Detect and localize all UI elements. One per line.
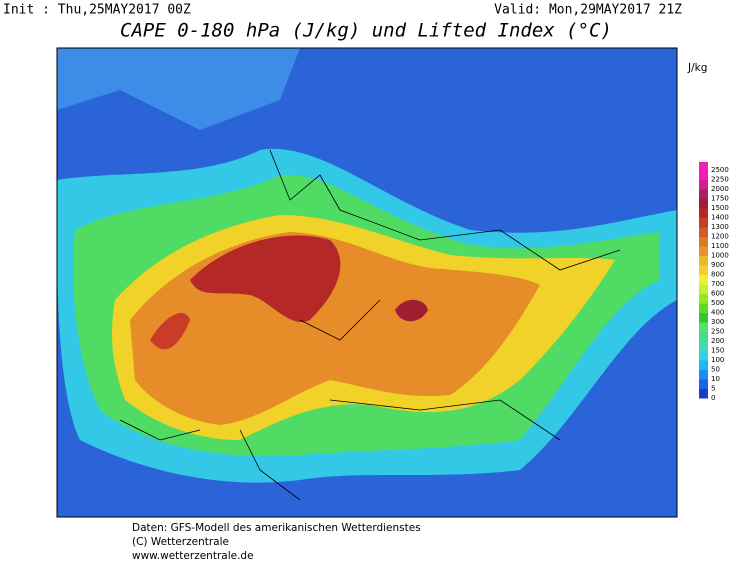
field-region: [395, 299, 428, 322]
colorbar-swatch: [699, 246, 708, 256]
colorbar-swatch: [699, 208, 708, 218]
colorbar-swatch: [699, 284, 708, 294]
colorbar-swatch: [699, 322, 708, 332]
colorbar-swatch: [699, 236, 708, 247]
field-region: [57, 48, 300, 130]
colorbar-label: 2250: [711, 176, 729, 184]
colorbar-label: 2500: [711, 166, 729, 174]
colorbar: 0510501001502002503004005006007008009001…: [699, 162, 729, 402]
map-area: [56, 47, 678, 518]
valid-time: Valid: Mon,29MAY2017 21Z: [494, 3, 682, 18]
colorbar-label: 1500: [711, 204, 729, 212]
colorbar-label: 50: [711, 366, 720, 374]
colorbar-swatch: [699, 369, 708, 380]
colorbar-label: 600: [711, 290, 724, 298]
colorbar-swatch: [699, 388, 708, 399]
colorbar-label: 1400: [711, 214, 729, 222]
colorbar-label: 5: [711, 385, 715, 393]
borders: [119, 149, 621, 501]
colorbar-swatch: [699, 350, 708, 361]
colorbar-swatch: [699, 379, 708, 389]
colorbar-swatch: [699, 255, 708, 266]
colorbar-label: 0: [711, 394, 715, 402]
colorbar-label: 700: [711, 280, 724, 288]
colorbar-swatch: [699, 312, 708, 323]
field-region: [190, 235, 341, 323]
colorbar-label: 100: [711, 356, 724, 364]
colorbar-label: 10: [711, 375, 720, 383]
colorbar-swatch: [699, 189, 708, 199]
colorbar-swatch: [699, 265, 708, 275]
colorbar-label: 300: [711, 318, 724, 326]
colorbar-swatch: [699, 227, 708, 237]
colorbar-swatch: [699, 303, 708, 313]
colorbar-label: 200: [711, 337, 724, 345]
colorbar-label: 2000: [711, 185, 729, 193]
colorbar-label: 1100: [711, 242, 729, 250]
footer-line: Daten: GFS-Modell des amerikanischen Wet…: [132, 522, 421, 534]
colorbar-label: 1200: [711, 233, 729, 241]
map-frame: [56, 47, 678, 518]
field-region: [150, 312, 190, 350]
colorbar-label: 1300: [711, 223, 729, 231]
init-time: Init : Thu,25MAY2017 00Z: [3, 3, 191, 18]
footer-line: www.wetterzentrale.de: [132, 550, 254, 562]
colorbar-swatch: [699, 360, 708, 370]
colorbar-swatch: [699, 162, 708, 180]
colorbar-label: 1750: [711, 195, 729, 203]
colorbar-swatch: [699, 198, 708, 209]
footer-line: (C) Wetterzentrale: [132, 536, 229, 548]
colorbar-swatch: [699, 293, 708, 304]
colorbar-label: 500: [711, 299, 724, 307]
colorbar-label: 800: [711, 271, 724, 279]
colorbar-swatch: [699, 341, 708, 351]
colorbar-label: 150: [711, 347, 724, 355]
colorbar-swatch: [699, 274, 708, 285]
colorbar-swatch: [699, 331, 708, 342]
colorbar-swatch: [699, 217, 708, 228]
colorbar-unit: J/kg: [687, 62, 707, 74]
colorbar-label: 400: [711, 309, 724, 317]
colorbar-label: 1000: [711, 252, 729, 260]
colorbar-swatch: [699, 179, 708, 190]
colorbar-label: 900: [711, 261, 724, 269]
colorbar-label: 250: [711, 328, 724, 336]
map-title: CAPE 0-180 hPa (J/kg) und Lifted Index (…: [120, 20, 612, 42]
